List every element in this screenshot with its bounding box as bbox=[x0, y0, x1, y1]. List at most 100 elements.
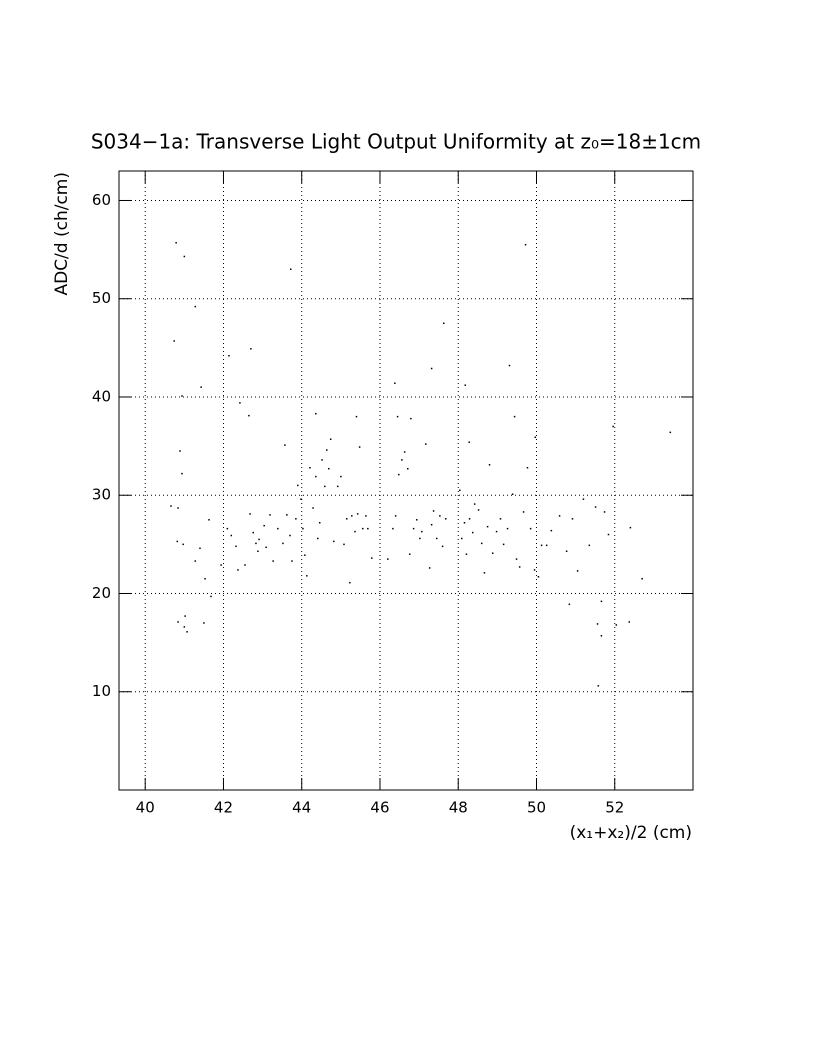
point bbox=[628, 621, 630, 623]
point bbox=[432, 510, 435, 512]
point bbox=[468, 441, 470, 443]
point bbox=[177, 507, 179, 509]
point bbox=[421, 530, 423, 533]
point bbox=[327, 467, 330, 470]
point bbox=[394, 515, 397, 517]
point bbox=[545, 544, 548, 547]
point bbox=[416, 519, 418, 521]
point bbox=[537, 576, 540, 578]
point bbox=[250, 348, 252, 350]
y-tick-label: 20 bbox=[92, 584, 111, 602]
point bbox=[367, 527, 369, 530]
plot-frame bbox=[118, 170, 694, 791]
point bbox=[235, 545, 237, 548]
point bbox=[419, 537, 421, 540]
point bbox=[317, 537, 319, 540]
point bbox=[175, 241, 177, 244]
point bbox=[258, 538, 260, 541]
x-axis-label: (x₁+x₂)/2 (cm) bbox=[570, 823, 692, 843]
point bbox=[220, 564, 222, 566]
point bbox=[615, 624, 618, 626]
point bbox=[398, 473, 400, 476]
point bbox=[248, 414, 250, 417]
point bbox=[183, 626, 186, 628]
point bbox=[329, 438, 332, 440]
point bbox=[483, 572, 486, 574]
point bbox=[526, 466, 529, 469]
point bbox=[471, 531, 474, 534]
point bbox=[576, 570, 579, 572]
point bbox=[356, 513, 359, 515]
point bbox=[603, 511, 606, 513]
point bbox=[468, 518, 471, 520]
point bbox=[179, 450, 181, 452]
point bbox=[392, 527, 394, 530]
point bbox=[176, 540, 179, 543]
point bbox=[588, 544, 591, 547]
point bbox=[669, 431, 672, 434]
point bbox=[244, 564, 246, 566]
point bbox=[208, 519, 210, 521]
point bbox=[582, 498, 585, 500]
x-tick-label: 52 bbox=[605, 799, 624, 817]
point bbox=[237, 569, 239, 571]
point bbox=[534, 436, 537, 439]
point bbox=[465, 553, 468, 555]
y-axis-label: ADC/d (ch/cm) bbox=[52, 172, 72, 296]
point bbox=[403, 451, 406, 453]
point bbox=[459, 489, 461, 492]
point bbox=[290, 268, 292, 271]
point bbox=[502, 543, 505, 546]
point bbox=[333, 540, 335, 543]
point bbox=[480, 542, 483, 545]
point bbox=[204, 578, 206, 580]
x-tick-label: 48 bbox=[449, 799, 468, 817]
point bbox=[550, 529, 553, 532]
point bbox=[410, 417, 412, 420]
point bbox=[443, 322, 445, 325]
point bbox=[612, 425, 614, 428]
point bbox=[511, 493, 514, 496]
point bbox=[558, 515, 561, 517]
point bbox=[355, 415, 358, 418]
x-tick-label: 46 bbox=[370, 799, 389, 817]
point bbox=[408, 553, 411, 555]
point bbox=[230, 534, 233, 537]
point bbox=[306, 575, 308, 577]
point bbox=[439, 515, 441, 517]
point bbox=[282, 542, 284, 545]
point bbox=[407, 467, 409, 470]
point bbox=[315, 475, 317, 478]
point bbox=[336, 485, 339, 488]
point bbox=[326, 449, 328, 451]
point bbox=[428, 567, 431, 569]
y-tick-label: 10 bbox=[92, 682, 111, 700]
point bbox=[597, 685, 600, 687]
point bbox=[358, 446, 361, 448]
point bbox=[396, 415, 399, 418]
point bbox=[513, 415, 516, 418]
point bbox=[182, 543, 184, 546]
point bbox=[529, 527, 532, 530]
point bbox=[343, 543, 345, 546]
point bbox=[183, 255, 186, 258]
x-tick-label: 42 bbox=[214, 799, 233, 817]
point bbox=[540, 544, 543, 547]
point bbox=[365, 515, 367, 517]
point bbox=[515, 558, 518, 560]
point bbox=[286, 514, 288, 516]
point bbox=[170, 505, 172, 507]
y-tick-label: 40 bbox=[92, 387, 111, 405]
point bbox=[186, 631, 188, 633]
point bbox=[263, 524, 265, 527]
point bbox=[473, 503, 476, 505]
chart-title: S034−1a: Transverse Light Output Uniform… bbox=[91, 130, 701, 154]
point bbox=[239, 402, 241, 404]
point bbox=[491, 552, 494, 554]
point bbox=[210, 595, 212, 598]
point bbox=[249, 513, 251, 515]
point bbox=[518, 566, 521, 568]
point bbox=[425, 443, 427, 445]
point bbox=[304, 554, 306, 556]
